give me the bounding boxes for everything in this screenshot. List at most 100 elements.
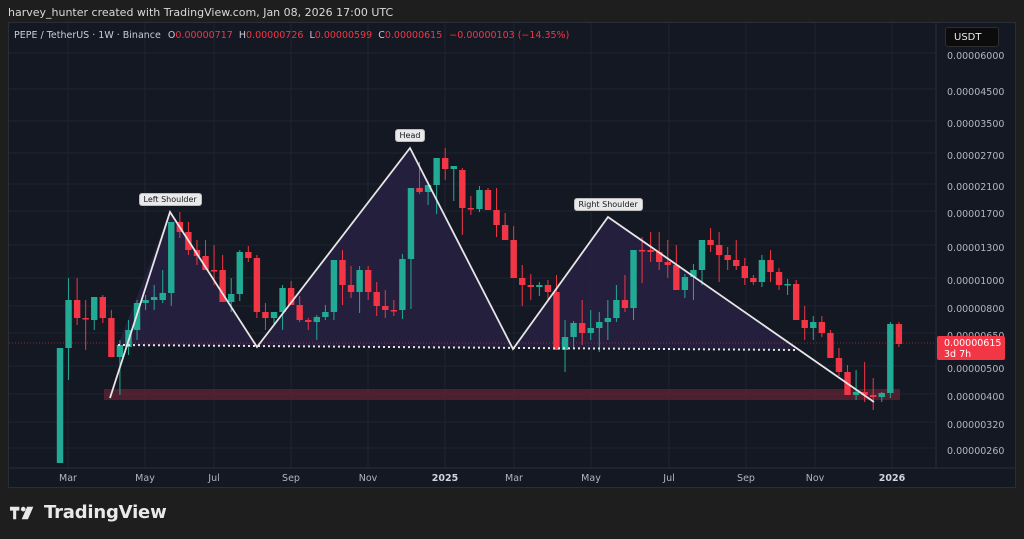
open-value: 0.00000717: [175, 30, 233, 41]
candle: [65, 300, 72, 348]
candle: [73, 300, 81, 318]
candle: [442, 158, 449, 169]
candle: [544, 285, 552, 292]
head-and-shoulders-line[interactable]: [109, 146, 875, 403]
candle: [664, 262, 671, 265]
candle: [202, 256, 209, 270]
candle: [279, 288, 286, 312]
candle: [630, 250, 637, 308]
symbol-title[interactable]: PEPE / TetherUS · 1W · Binance: [14, 30, 161, 41]
candle: [150, 297, 158, 300]
tradingview-logo-icon: [10, 506, 34, 519]
candle: [887, 324, 894, 393]
candle: [484, 190, 492, 210]
candle: [390, 310, 398, 312]
candle: [527, 285, 534, 287]
high-value: 0.00000726: [246, 30, 304, 41]
time-tick: Jul: [207, 473, 219, 484]
candle: [356, 270, 363, 292]
price-tick: 0.00000260: [947, 446, 1004, 457]
time-axis[interactable]: Mar May Jul Sep Nov 2025 Mar May Jul Sep Nov 2026: [59, 473, 906, 484]
candle: [99, 297, 106, 318]
candle: [698, 240, 706, 270]
high-label: H: [238, 30, 246, 41]
price-tick: 0.00002700: [947, 151, 1004, 162]
close-value: 0.00000615: [384, 30, 443, 41]
candle: [587, 328, 594, 333]
currency-button[interactable]: USDT: [945, 27, 999, 47]
candle: [91, 297, 98, 320]
candle: [536, 285, 543, 287]
candle: [159, 293, 166, 300]
tradingview-logo[interactable]: TradingView: [10, 502, 167, 523]
candle: [810, 322, 817, 328]
time-tick: May: [581, 473, 601, 484]
candle: [681, 277, 689, 290]
time-tick: Mar: [59, 473, 77, 484]
candle: [82, 318, 89, 320]
candle: [758, 260, 766, 282]
head-label[interactable]: Head: [394, 129, 426, 142]
price-tick: 0.00000500: [947, 364, 1004, 375]
candle: [459, 170, 466, 208]
time-tick: May: [135, 473, 155, 484]
price-tick: 0.00001300: [947, 243, 1004, 254]
candle: [476, 190, 483, 209]
candle: [116, 345, 124, 357]
candle: [501, 225, 509, 240]
candle: [818, 322, 826, 333]
candle: [287, 288, 295, 305]
price-tick: 0.00001000: [947, 276, 1004, 287]
candle: [801, 320, 808, 328]
price-tick: 0.00004500: [947, 87, 1004, 98]
candle: [399, 259, 406, 310]
price-tick: 0.00003500: [947, 119, 1004, 130]
candle: [835, 358, 843, 372]
candle: [519, 278, 526, 285]
candles: [56, 148, 903, 463]
support-zone[interactable]: [104, 389, 900, 400]
candle: [339, 260, 346, 285]
price-tick: 0.00002100: [947, 182, 1004, 193]
price-tick: 0.00001700: [947, 209, 1004, 220]
candle: [407, 188, 415, 259]
left-shoulder-label[interactable]: Left Shoulder: [138, 193, 202, 206]
price-axis[interactable]: 0.00006000 0.00004500 0.00003500 0.00002700…: [947, 51, 1004, 457]
candle: [236, 252, 243, 294]
candle: [604, 318, 612, 322]
time-tick: 2026: [879, 473, 906, 484]
candle: [270, 312, 278, 318]
candle: [347, 285, 355, 292]
candle: [373, 292, 380, 306]
candle: [870, 395, 877, 397]
low-label: L: [309, 30, 315, 41]
candle: [245, 252, 252, 258]
candle: [792, 284, 800, 320]
neckline[interactable]: [117, 344, 799, 351]
candle: [108, 318, 115, 357]
candle: [322, 312, 329, 317]
close-label: C: [378, 30, 385, 41]
candle: [878, 393, 885, 397]
tradingview-logo-text: TradingView: [44, 502, 167, 523]
candle: [621, 300, 629, 308]
candle: [382, 306, 389, 310]
last-price-tag: 0.00000615 3d 7h: [937, 336, 1005, 360]
price-tick: 0.00000400: [947, 392, 1004, 403]
candle: [553, 292, 560, 350]
candle: [784, 284, 791, 286]
time-tick: Nov: [806, 473, 825, 484]
candle: [424, 185, 432, 192]
candle: [228, 294, 235, 302]
candle: [510, 240, 517, 278]
candle: [570, 323, 577, 337]
candle: [715, 245, 723, 255]
pattern-fill: [118, 148, 798, 350]
right-shoulder-label[interactable]: Right Shoulder: [573, 198, 643, 211]
candle: [296, 305, 303, 320]
candle: [578, 323, 586, 333]
candle: [364, 270, 372, 292]
candle: [142, 300, 149, 303]
candle: [852, 392, 860, 395]
